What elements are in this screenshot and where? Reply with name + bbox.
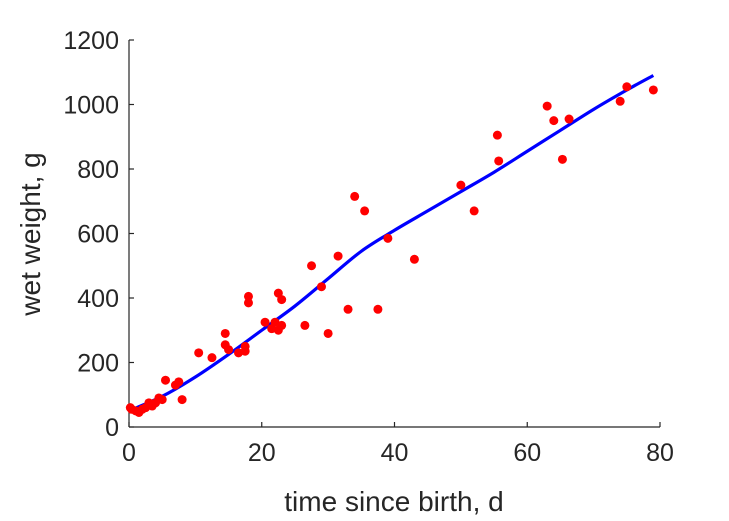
data-point	[549, 116, 559, 126]
data-point	[343, 304, 353, 314]
data-point	[260, 317, 270, 327]
data-points-group	[125, 82, 658, 417]
fit-curve-group	[128, 74, 655, 413]
data-point	[409, 254, 419, 264]
data-point	[224, 345, 234, 355]
x-axis-label: time since birth, d	[284, 486, 503, 517]
data-point	[161, 375, 171, 385]
data-point	[557, 154, 567, 164]
data-point	[615, 96, 625, 106]
y-tick-label: 600	[77, 221, 119, 249]
data-point	[564, 114, 574, 124]
data-point	[494, 156, 504, 166]
data-point	[648, 85, 658, 95]
data-point	[207, 353, 217, 363]
data-point	[373, 304, 383, 314]
y-tick-label: 200	[77, 350, 119, 378]
data-point	[492, 130, 502, 140]
y-tick-label: 0	[105, 414, 119, 442]
data-point	[240, 346, 250, 356]
y-tick-label: 1000	[63, 92, 119, 120]
data-point	[350, 191, 360, 201]
y-tick-label: 800	[77, 156, 119, 184]
data-point	[277, 320, 287, 330]
y-tick-label: 400	[77, 285, 119, 313]
data-point	[542, 101, 552, 111]
data-point	[622, 82, 632, 92]
data-point	[174, 377, 184, 387]
data-point	[323, 328, 333, 338]
y-tick-label: 1200	[63, 27, 119, 55]
fit-curve	[128, 74, 655, 413]
x-tick-label: 20	[248, 439, 276, 467]
data-point	[307, 261, 317, 271]
data-point	[277, 295, 287, 305]
x-tick-label: 0	[122, 439, 136, 467]
x-tick-label: 40	[381, 439, 409, 467]
x-tick-label: 60	[513, 439, 541, 467]
data-point	[157, 395, 167, 405]
data-point	[243, 291, 253, 301]
data-point	[194, 348, 204, 358]
data-point	[360, 206, 370, 216]
data-point	[456, 180, 466, 190]
data-point	[469, 206, 479, 216]
data-point	[383, 233, 393, 243]
data-point	[177, 395, 187, 405]
data-point	[243, 298, 253, 308]
y-axis-label: wet weight, g	[15, 152, 46, 316]
data-point	[220, 328, 230, 338]
x-tick-label: 80	[646, 439, 674, 467]
data-point	[333, 251, 343, 261]
data-point	[316, 282, 326, 292]
data-point	[300, 320, 310, 330]
